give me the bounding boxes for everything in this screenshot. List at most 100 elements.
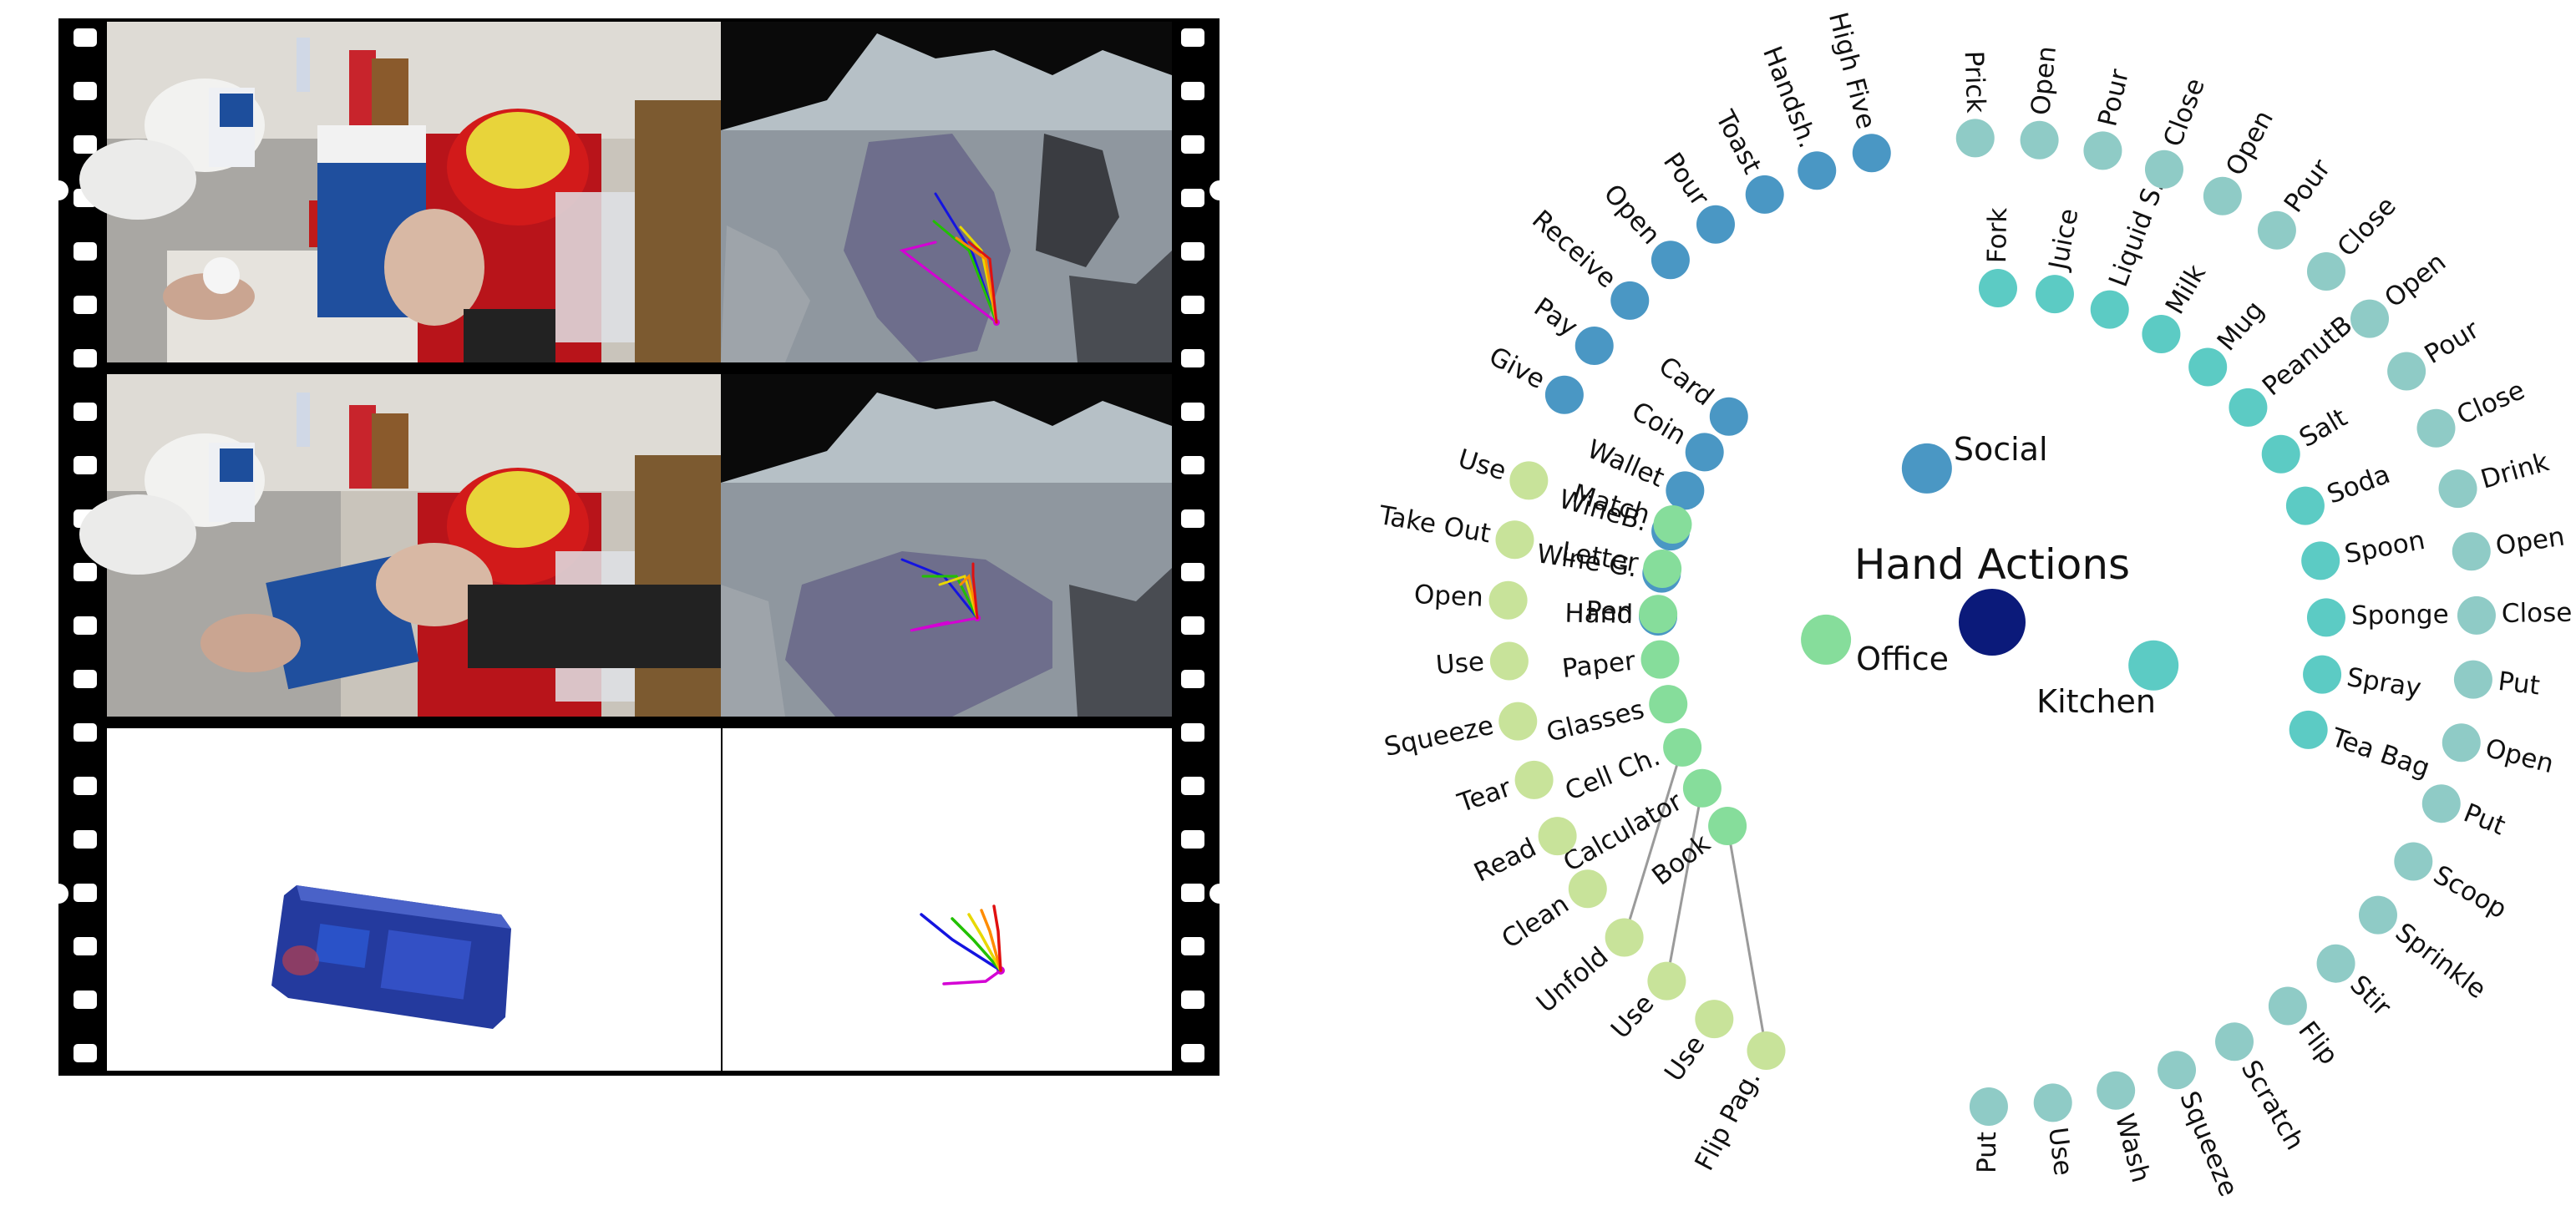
object-label-mug: Mug [2212,296,2270,357]
action-label-drink: Drink [2477,447,2553,494]
action-label-scratch: Scratch [2235,1056,2310,1156]
action-label-flip: Flip [2292,1016,2344,1070]
object-node-pen [1639,595,1678,634]
action-label-prick: Prick [1959,50,1991,114]
object-node-salt [2261,434,2300,474]
action-node-read [1538,817,1577,856]
action-label-use: Use [1454,443,1509,486]
action-label-unfold: Unfold [1531,941,1615,1019]
action-node-receive [1610,281,1650,320]
action-label-scoop: Scoop [2428,859,2512,925]
action-node-scoop [2394,842,2433,881]
frame-2-hand-skeleton [900,558,981,632]
action-node-put [1969,1087,2008,1126]
object-node-juice [2035,275,2074,314]
action-node-unfold [1605,918,1644,957]
action-node-high-five [1852,134,1891,173]
root-label: Hand Actions [1854,540,2130,589]
sprocket-hole [74,563,97,581]
frame-1 [79,22,1172,362]
sprocket-hole [1181,937,1204,955]
object-label-juice: Juice [2043,206,2085,274]
object-label-glasses: Glasses [1544,695,1647,748]
object-label-spoon: Spoon [2342,525,2427,570]
action-label-put: Put [1972,1132,2002,1173]
action-label-pour: Pour [1657,147,1715,211]
object-node-cell-ch [1663,727,1702,767]
sprocket-hole [1181,82,1204,100]
action-node-prick [1955,119,1995,158]
action-node-use [1695,1000,1734,1039]
action-label-open: Open [1598,179,1666,251]
sprocket-hole [1181,28,1204,47]
sprocket-hole [74,991,97,1009]
action-label-give: Give [1484,342,1550,396]
sprocket-hole [74,937,97,955]
action-node-clean [1568,869,1607,909]
object-node-tea-bag [2289,710,2328,749]
category-label-kitchen: Kitchen [2036,683,2156,720]
frame-1-hand-skeleton [899,192,1000,326]
object-node-match [1653,505,1692,545]
frame-3-skeleton-panel [723,728,1172,1071]
tree-edge [1665,788,1704,981]
action-label-pour: Pour [2420,314,2485,370]
action-label-open: Open [2482,733,2557,779]
action-node-take-out [1495,520,1534,560]
action-node-close [2306,251,2345,291]
sprocket-hole [1181,135,1204,154]
tree-edge [1623,747,1684,938]
sprocket-hole [74,777,97,795]
frame-1-rgb-image [79,22,721,362]
object-label-card: Card [1653,351,1719,412]
object-label-milk: Milk [2160,260,2212,320]
action-node-use [1509,461,1549,500]
object-node-peanutb [2229,388,2268,427]
action-label-high-five: High Five [1823,9,1881,132]
action-node-squeeze [1498,702,1538,741]
action-node-tear [1514,760,1554,799]
frame-1-depth-image [721,22,1172,362]
sprocket-hole [1181,723,1204,742]
action-node-pour [2257,210,2296,250]
action-label-squeeze: Squeeze [1382,711,1496,763]
sprocket-hole [74,82,97,100]
action-node-pour [1696,205,1735,244]
frame-2-depth-image [721,374,1172,717]
film-strip [48,18,1230,1076]
action-label-use: Use [2042,1126,2078,1178]
sprocket-hole [1181,509,1204,528]
sprocket-hole [74,135,97,154]
action-label-receive: Receive [1526,205,1622,295]
object-node-book [1708,807,1747,846]
sprocket-hole [1181,563,1204,581]
object-node-calculator [1682,768,1722,808]
action-label-open: Open [2026,45,2062,117]
action-label-close: Close [2502,598,2573,629]
action-label-use: Use [1605,989,1661,1045]
object-label-coin: Coin [1626,396,1691,451]
sprocket-hole [74,296,97,314]
action-label-open: Open [2220,105,2279,180]
action-label-handsh: Handsh. [1757,43,1823,153]
sprocket-hole [1181,616,1204,635]
action-label-put: Put [2497,666,2542,702]
action-node-open [1651,241,1690,280]
sprocket-hole [74,28,97,47]
action-node-close [2457,595,2496,635]
object-label-cell-ch: Cell Ch. [1561,742,1665,807]
action-label-close: Close [2452,375,2529,431]
action-label-squeeze: Squeeze [2173,1087,2244,1201]
root-node [1959,589,2026,656]
action-label-pour: Pour [2092,66,2135,129]
object-node-card [1709,397,1748,436]
object-label-soda: Soda [2323,459,2394,510]
sprocket-hole [74,830,97,849]
action-node-use [1647,961,1686,1001]
sprocket-hole [74,616,97,635]
object-label-salt: Salt [2295,403,2352,453]
sprocket-hole [74,349,97,367]
category-node-social [1901,443,1952,494]
reconstructed-milk-carton [271,885,511,1029]
